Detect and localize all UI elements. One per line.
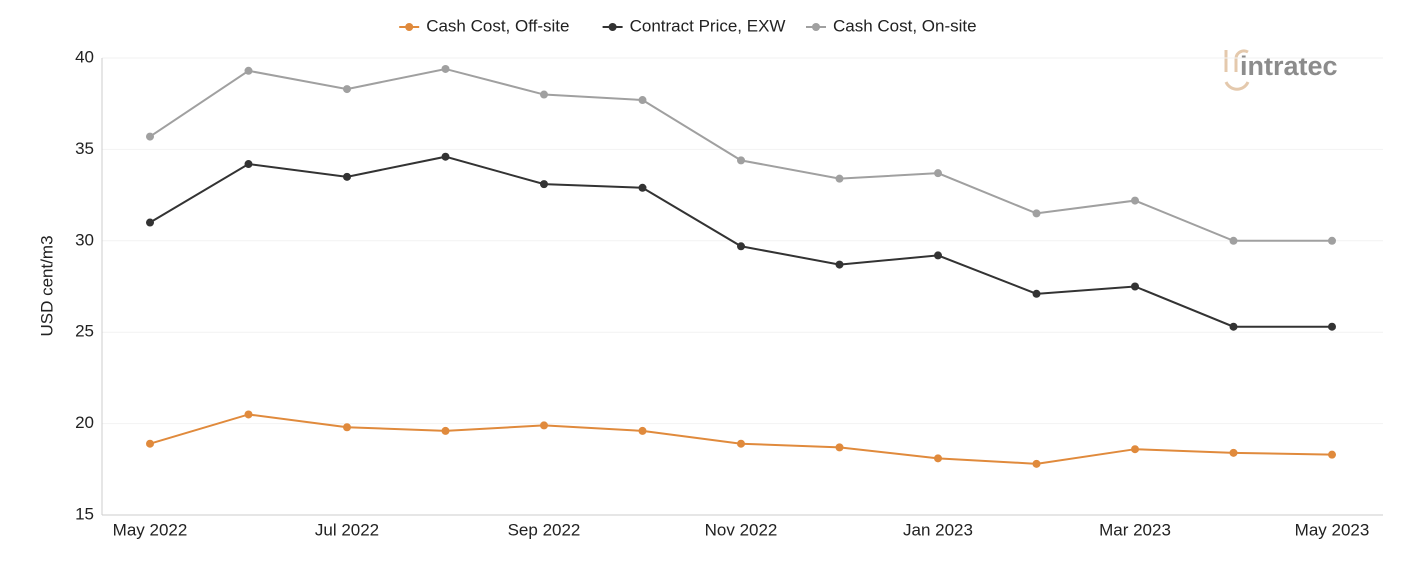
y-tick-label: 15 xyxy=(75,504,94,523)
data-point xyxy=(835,174,844,183)
y-tick-label: 30 xyxy=(75,230,94,249)
data-point xyxy=(540,90,548,99)
data-point xyxy=(1032,289,1041,298)
data-point xyxy=(343,172,351,181)
legend-label: Contract Price, EXW xyxy=(630,16,786,35)
x-tick-label: Mar 2023 xyxy=(1099,520,1171,539)
data-point xyxy=(638,96,647,105)
x-tick-label: May 2022 xyxy=(113,520,188,539)
x-tick-label: Nov 2022 xyxy=(705,520,778,539)
data-point xyxy=(1131,445,1139,454)
data-point xyxy=(638,426,647,435)
data-point xyxy=(244,66,253,75)
data-point xyxy=(1229,322,1238,331)
data-point xyxy=(441,64,450,73)
data-point xyxy=(1032,209,1041,218)
x-tick-label: Jan 2023 xyxy=(903,520,973,539)
logo-text: intratec xyxy=(1240,51,1338,81)
data-point xyxy=(1229,236,1238,245)
data-point xyxy=(441,426,450,435)
data-point xyxy=(244,160,253,169)
series-line xyxy=(149,155,1332,328)
series-line xyxy=(149,67,1332,242)
y-tick-label: 20 xyxy=(75,413,94,432)
y-tick-label: 35 xyxy=(75,139,94,158)
data-point xyxy=(1032,459,1041,468)
data-point xyxy=(343,423,351,432)
data-point xyxy=(934,169,942,178)
data-point xyxy=(934,454,942,463)
legend-marker xyxy=(608,23,617,31)
data-point xyxy=(146,218,154,227)
x-tick-label: May 2023 xyxy=(1295,520,1370,539)
logo: intratec xyxy=(1224,49,1338,91)
data-point xyxy=(737,156,745,165)
legend-label: Cash Cost, Off-site xyxy=(426,16,569,35)
data-point xyxy=(1229,448,1238,457)
y-tick-label: 40 xyxy=(75,47,94,66)
data-point xyxy=(1328,236,1336,245)
legend-label: Cash Cost, On-site xyxy=(833,16,977,35)
data-point xyxy=(244,410,253,419)
data-point xyxy=(441,152,450,161)
data-point xyxy=(146,132,154,141)
data-point xyxy=(146,439,154,448)
data-point xyxy=(540,180,548,189)
y-axis-label: USD cent/m3 xyxy=(37,235,56,336)
data-point xyxy=(540,421,548,430)
series-line xyxy=(149,413,1333,465)
data-point xyxy=(343,85,351,94)
data-point xyxy=(835,443,844,452)
legend-marker xyxy=(812,23,820,31)
x-tick-label: Sep 2022 xyxy=(508,520,581,539)
data-point xyxy=(1131,282,1139,291)
data-point xyxy=(1328,450,1336,459)
data-point xyxy=(737,439,745,448)
data-point xyxy=(934,251,942,260)
data-point xyxy=(638,183,647,192)
data-point xyxy=(835,260,844,269)
data-point xyxy=(1131,196,1139,205)
legend-marker xyxy=(405,23,414,31)
data-point xyxy=(737,242,745,251)
x-tick-label: Jul 2022 xyxy=(315,520,379,539)
y-tick-label: 25 xyxy=(75,322,94,341)
data-point xyxy=(1328,322,1336,331)
